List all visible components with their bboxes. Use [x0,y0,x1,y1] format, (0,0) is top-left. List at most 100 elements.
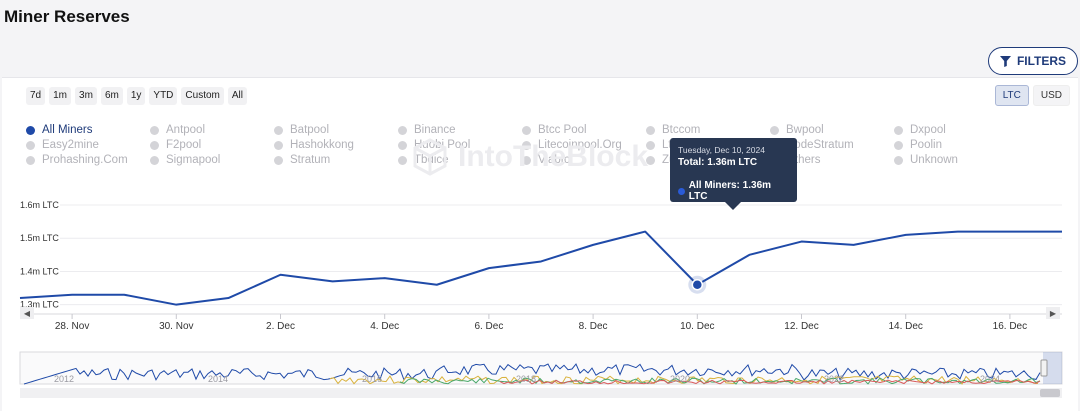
legend-dot [770,125,779,135]
legend-item-f2pool[interactable]: F2pool [150,138,274,152]
x-tick-label: 14. Dec [888,321,922,332]
navigator-handle[interactable] [1040,359,1048,377]
legend-item-batpool[interactable]: Batpool [274,123,398,137]
legend-dot [26,140,35,150]
x-tick-label: 4. Dec [370,321,399,332]
legend-label: Unknown [910,154,958,166]
legend-label: Antpool [166,124,206,136]
navigator-year-label: 2020 [670,374,690,384]
range-7d-button[interactable]: 7d [26,87,46,105]
filters-button[interactable]: FILTERS [988,47,1078,75]
legend-label: Sigmapool [166,154,221,166]
filter-icon [999,55,1011,67]
range-1y-button[interactable]: 1y [126,87,146,105]
unit-toggle: LTC USD [994,85,1070,106]
legend-label: Btccom [662,124,701,136]
legend-item-antpool[interactable]: Antpool [150,123,274,137]
legend-item-poolin[interactable]: Poolin [894,138,1018,152]
unit-ltc-button[interactable]: LTC [994,85,1029,106]
legend-item-litecoinpool-org[interactable]: Litecoinpool.Org [522,138,646,152]
legend-item-btcc-pool[interactable]: Btcc Pool [522,123,646,137]
tooltip-series-value: All Miners: 1.36m LTC [688,180,772,202]
navigator-scroll-left-button[interactable]: ◀ [20,307,34,319]
legend-dot [274,140,283,150]
legend-label: Viabtc [538,154,570,166]
navigator-scrollbar-thumb[interactable] [1040,389,1060,397]
legend-item-unknown[interactable]: Unknown [894,153,1018,167]
chart-tooltip: Tuesday, Dec 10, 2024 Total: 1.36m LTC A… [670,138,797,202]
navigator-scrollbar-track[interactable] [20,388,1062,398]
navigator-scroll-right-button[interactable]: ▶ [1046,307,1060,319]
x-tick-label: 6. Dec [474,321,503,332]
legend-item-btccom[interactable]: Btccom [646,123,770,137]
navigator-year-label: 2022 [824,374,844,384]
legend-item-all-miners[interactable]: All Miners [26,123,150,137]
page-title: Miner Reserves [4,7,130,26]
x-tick-label: 28. Nov [55,321,89,332]
legend-dot [646,155,655,165]
legend-item-stratum[interactable]: Stratum [274,153,398,167]
legend-item-easy2mine[interactable]: Easy2mine [26,138,150,152]
y-tick-label: 1.4m LTC [20,266,59,276]
legend-item-viabtc[interactable]: Viabtc [522,153,646,167]
legend-label: Dxpool [910,124,946,136]
legend-dot [274,155,283,165]
legend-dot [398,140,407,150]
unit-usd-button[interactable]: USD [1032,85,1070,106]
legend-label: Bwpool [786,124,824,136]
range-1m-button[interactable]: 1m [49,87,72,105]
range-ytd-button[interactable]: YTD [149,87,178,105]
navigator-year-label: 2012 [54,374,74,384]
navigator-year-label: 2024 [980,374,1000,384]
legend-label: All Miners [42,124,93,136]
legend-item-hashokkong[interactable]: Hashokkong [274,138,398,152]
legend-item-bwpool[interactable]: Bwpool [770,123,894,137]
legend-label: Binance [414,124,456,136]
navigator-series-line [499,379,1041,385]
legend-label: Prohashing.Com [42,154,128,166]
legend-dot [646,125,655,135]
x-tick-label: 10. Dec [680,321,714,332]
legend-dot [150,125,159,135]
filters-label: FILTERS [1016,54,1067,68]
legend-label: Easy2mine [42,139,99,151]
series-line-all-miners[interactable] [19,230,1062,306]
legend-label: Stratum [290,154,331,166]
range-custom-button[interactable]: Custom [181,87,224,105]
legend-dot [522,125,531,135]
legend-dot [274,125,283,135]
legend-dot [894,140,903,150]
navigator-selection[interactable] [1043,352,1062,384]
navigator-year-label: 2018 [516,374,536,384]
x-tick-label: 12. Dec [784,321,818,332]
legend-label: Hashokkong [290,139,354,151]
legend-item-prohashing-com[interactable]: Prohashing.Com [26,153,150,167]
y-tick-label: 1.6m LTC [20,200,59,210]
legend-dot [894,155,903,165]
x-tick-label: 16. Dec [993,321,1027,332]
tooltip-total: Total: 1.36m LTC [678,157,758,168]
legend-label: Batpool [290,124,330,136]
tooltip-date: Tuesday, Dec 10, 2024 [678,145,765,155]
range-6m-button[interactable]: 6m [100,87,123,105]
highlight-point[interactable] [691,278,704,291]
legend-item-sigmapool[interactable]: Sigmapool [150,153,274,167]
legend-label: F2pool [166,139,202,151]
x-tick-label: 8. Dec [579,321,608,332]
legend-label: Poolin [910,139,942,151]
legend-dot [522,140,531,150]
range-all-button[interactable]: All [227,87,247,105]
navigator-series-line [23,363,1041,385]
legend-dot [522,155,531,165]
legend-label: Litecoinpool.Org [538,139,622,151]
legend-dot [150,140,159,150]
x-tick-label: 30. Nov [159,321,193,332]
y-tick-label: 1.5m LTC [20,233,59,243]
y-tick-label: 1.3m LTC [20,300,59,310]
legend-item-binance[interactable]: Binance [398,123,522,137]
legend-label: NodeStratum [786,139,854,151]
legend-dot [646,140,655,150]
range-3m-button[interactable]: 3m [75,87,97,105]
legend-item-dxpool[interactable]: Dxpool [894,123,1018,137]
